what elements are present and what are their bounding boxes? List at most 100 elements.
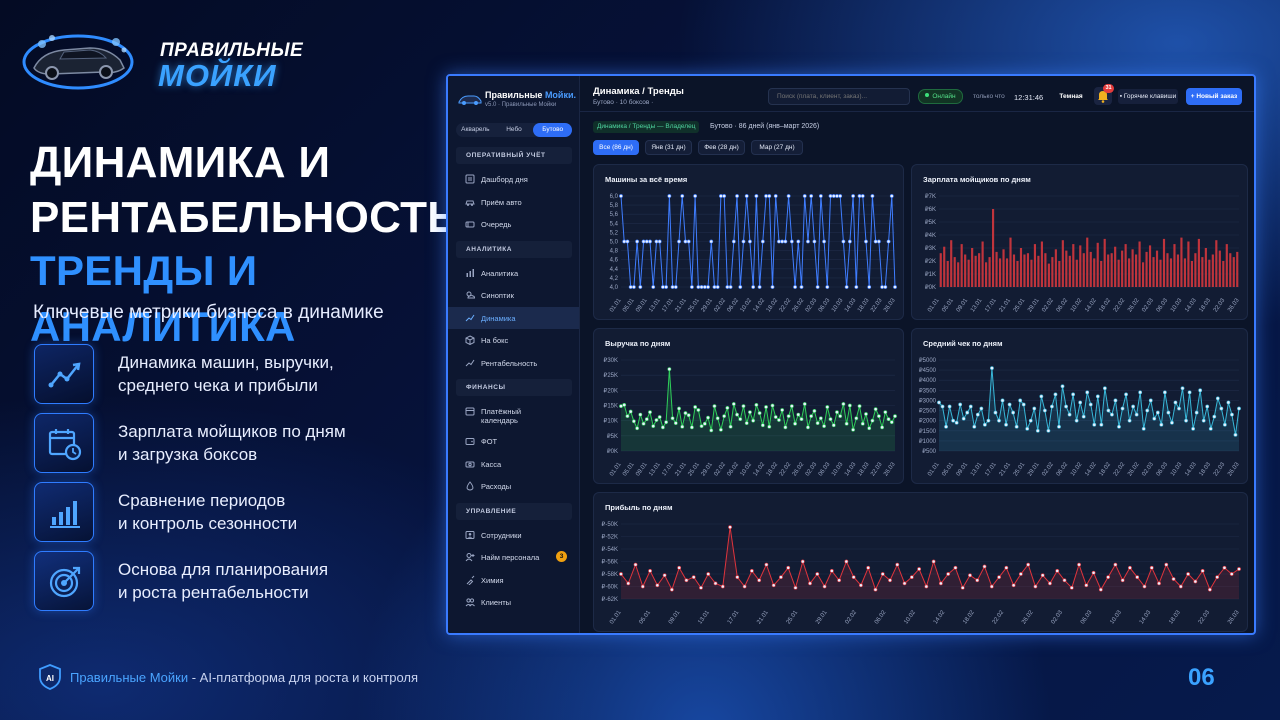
data-point: [638, 412, 643, 417]
sidebar-item[interactable]: Сотрудники: [448, 524, 579, 547]
bar: [1054, 249, 1057, 287]
data-point: [728, 285, 733, 289]
data-point: [841, 239, 846, 244]
sidebar-item[interactable]: Касса: [448, 453, 579, 476]
y-tick-label: ₽1500: [919, 428, 937, 435]
tab-feb[interactable]: Фев (28 дн): [698, 140, 745, 155]
sidebar-item[interactable]: Клиенты: [448, 591, 579, 614]
x-tick-label: 22.03: [1213, 461, 1227, 477]
data-point: [997, 575, 1001, 580]
search-input[interactable]: [768, 88, 910, 105]
x-tick-label: 01.01: [927, 461, 941, 477]
data-point: [661, 285, 665, 289]
sidebar-item[interactable]: Динамика: [448, 306, 579, 329]
x-tick-label: 01.01: [927, 297, 941, 313]
sidebar-item[interactable]: Очередь: [448, 213, 579, 236]
sidebar-item[interactable]: Рентабельность: [448, 352, 579, 375]
new-order-button[interactable]: + Новый заказ: [1186, 88, 1242, 105]
page-number: 06: [1188, 664, 1215, 691]
bar: [1183, 258, 1187, 287]
y-tick-label: 4,4: [610, 267, 619, 273]
data-point: [683, 411, 688, 415]
data-point: [809, 194, 814, 198]
y-tick-label: ₽2K: [925, 258, 936, 265]
data-point: [670, 416, 675, 421]
data-point: [728, 525, 732, 530]
data-point: [864, 412, 868, 416]
data-point: [662, 573, 667, 578]
x-tick-label: 25.01: [687, 297, 701, 313]
data-point: [1166, 410, 1171, 415]
x-tick-label: 09.01: [635, 461, 649, 477]
data-point: [741, 239, 746, 244]
location-nebo[interactable]: Небо: [506, 126, 522, 133]
data-point: [835, 410, 839, 415]
data-point: [783, 425, 788, 430]
bar: [1138, 241, 1141, 287]
sidebar-item[interactable]: Платёжный календарь: [448, 400, 579, 430]
sidebar-item[interactable]: ФОТ: [448, 430, 579, 453]
data-point: [1039, 394, 1044, 399]
data-point: [880, 572, 885, 576]
x-tick-label: 17.01: [984, 297, 998, 313]
y-tick-label: ₽-54K: [602, 546, 619, 553]
location-butovo[interactable]: Бутово: [533, 123, 573, 137]
bar: [1016, 261, 1019, 287]
data-point: [1208, 587, 1212, 592]
data-point: [1135, 575, 1140, 580]
data-point: [1025, 426, 1030, 431]
bar: [1225, 244, 1228, 287]
bar: [1114, 246, 1117, 287]
data-point: [802, 402, 807, 406]
tab-jan[interactable]: Янв (31 дн): [645, 140, 692, 155]
breadcrumb[interactable]: Динамика / Тренды — Владелец: [593, 121, 700, 133]
bar: [1215, 240, 1218, 287]
calendar-clock-icon: [48, 429, 82, 461]
bar: [1222, 261, 1225, 287]
sidebar-item[interactable]: Найм персонала 3: [448, 546, 579, 569]
add-person-icon: [465, 553, 475, 562]
sidebar-item[interactable]: Расходы: [448, 475, 579, 498]
tab-all[interactable]: Все (86 дн): [593, 140, 639, 155]
sidebar-item-label: Сотрудники: [481, 530, 522, 540]
data-point: [644, 239, 649, 244]
data-point: [829, 568, 834, 573]
data-point: [1149, 565, 1154, 570]
bar: [1152, 257, 1155, 287]
data-point: [1000, 398, 1005, 403]
data-point: [1110, 412, 1114, 417]
sidebar-item[interactable]: Приём авто: [448, 191, 579, 214]
y-tick-label: ₽3000: [919, 397, 937, 404]
sidebar-item[interactable]: Аналитика: [448, 262, 579, 285]
bar: [1051, 257, 1054, 287]
tab-mar[interactable]: Мар (27 дн): [751, 140, 803, 155]
theme-toggle[interactable]: Темная: [1059, 93, 1083, 100]
sidebar-item[interactable]: На бокс: [448, 329, 579, 352]
sidebar: Правильные Мойки. v5.0 · Правильные Мойк…: [448, 76, 580, 633]
sidebar-item-label: Химия: [481, 575, 504, 585]
data-point: [680, 424, 685, 429]
x-tick-label: 10.03: [1170, 297, 1184, 313]
data-point: [764, 194, 768, 198]
location-akvarel[interactable]: Акварель: [461, 126, 490, 133]
x-tick-label: 22.02: [1113, 461, 1127, 477]
data-point: [664, 420, 669, 425]
x-tick-label: 02.02: [713, 297, 727, 313]
bar: [978, 253, 981, 287]
data-point: [1230, 412, 1234, 417]
data-point: [638, 285, 643, 289]
x-tick-label: 13.01: [970, 461, 984, 477]
hotkeys-button[interactable]: ▪ Горячие клавиши: [1118, 89, 1178, 104]
data-point: [886, 239, 891, 244]
car-icon: [465, 200, 475, 206]
sidebar-item[interactable]: Дашборд дня: [448, 168, 579, 191]
x-tick-label: 01.01: [609, 461, 623, 477]
y-tick-label: ₽4500: [919, 367, 937, 374]
trend-icon: [465, 359, 475, 366]
data-point: [837, 578, 842, 583]
notifications-button[interactable]: 31: [1094, 84, 1114, 105]
bar: [971, 248, 974, 287]
data-point: [712, 404, 717, 409]
sidebar-item[interactable]: Синоптик: [448, 284, 579, 307]
sidebar-item[interactable]: Химия: [448, 569, 579, 592]
